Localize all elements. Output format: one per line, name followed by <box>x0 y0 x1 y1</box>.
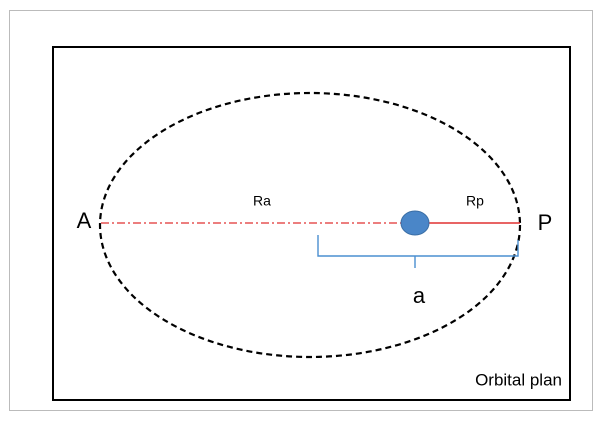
semi-major-bracket <box>317 235 519 268</box>
ra-label: Ra <box>253 193 271 209</box>
apoapsis-label: A <box>77 208 92 233</box>
plane-frame <box>52 46 571 401</box>
focus-body <box>400 210 430 236</box>
periapsis-label: P <box>538 210 553 235</box>
outer-frame <box>9 10 593 411</box>
rp-label: Rp <box>466 193 484 209</box>
a-label: a <box>413 283 426 308</box>
orbit <box>98 91 522 359</box>
plane-label: Orbital plan <box>475 370 562 389</box>
